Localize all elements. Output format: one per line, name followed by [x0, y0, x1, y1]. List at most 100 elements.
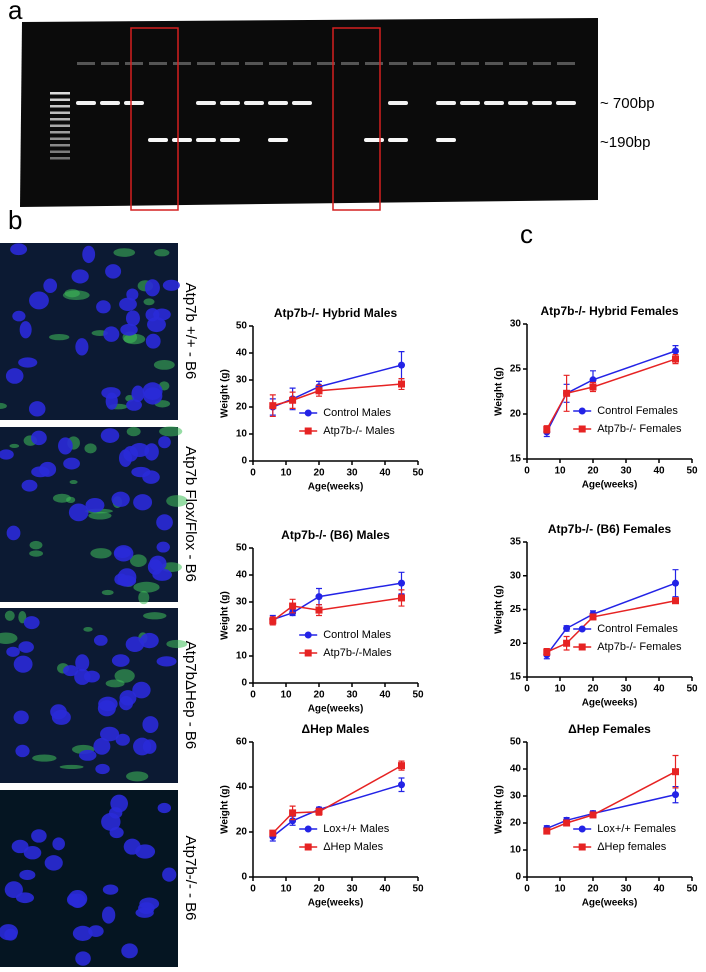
- x-tick-label: 0: [250, 884, 256, 895]
- nucleus: [105, 264, 122, 279]
- series-line: [272, 582, 402, 621]
- nucleus: [142, 716, 159, 734]
- gel-band: [76, 101, 96, 105]
- panel-label: a: [8, 0, 23, 25]
- nucleus: [145, 308, 160, 322]
- cytoplasm: [9, 443, 20, 448]
- y-tick-label: 35: [510, 537, 522, 548]
- x-tick-label: 0: [524, 684, 530, 695]
- series-line: [546, 358, 676, 430]
- cytoplasm: [88, 511, 112, 520]
- legend-label: Lox+/+ Females: [597, 823, 676, 835]
- y-tick-label: 50: [236, 321, 248, 332]
- x-tick-label: 10: [280, 468, 292, 479]
- legend-marker: [304, 409, 312, 417]
- nucleus: [152, 568, 172, 581]
- x-tick-label: 40: [653, 884, 665, 895]
- cytoplasm: [64, 289, 80, 298]
- series-line: [546, 582, 676, 656]
- well: [125, 62, 143, 65]
- cytoplasm: [126, 426, 141, 437]
- nucleus: [21, 479, 38, 492]
- nucleus: [156, 656, 177, 667]
- cytoplasm: [52, 493, 71, 503]
- nucleus: [75, 338, 89, 356]
- nucleus: [52, 837, 65, 851]
- well: [197, 62, 215, 65]
- nucleus: [129, 443, 150, 458]
- nucleus: [18, 641, 34, 653]
- cytoplasm: [114, 669, 135, 683]
- nucleus: [131, 466, 151, 478]
- x-axis-label: Age(weeks): [308, 898, 364, 909]
- cytoplasm: [113, 248, 136, 257]
- nucleus: [157, 802, 172, 814]
- nucleus: [4, 881, 23, 899]
- nucleus: [142, 739, 157, 754]
- gel-band: [460, 101, 480, 105]
- nucleus: [93, 634, 108, 646]
- well: [149, 62, 167, 65]
- nucleus: [126, 399, 142, 411]
- image-label: Atp7b Flox/Flox - B6: [182, 446, 199, 582]
- legend-label: Atp7b-/- Females: [597, 423, 682, 435]
- nucleus: [135, 907, 154, 918]
- series-line: [546, 793, 676, 830]
- nucleus: [96, 300, 111, 314]
- data-point: [398, 594, 405, 602]
- y-tick-label: 15: [510, 672, 522, 683]
- nucleus: [29, 291, 49, 310]
- legend-marker: [578, 825, 586, 833]
- nucleus: [100, 428, 120, 443]
- cytoplasm: [59, 764, 84, 769]
- nucleus: [135, 844, 156, 859]
- series-line: [272, 383, 402, 407]
- well: [173, 62, 191, 65]
- nucleus: [102, 884, 119, 895]
- chart-title: Atp7b-/- (B6) Females: [548, 522, 672, 536]
- legend-label: ΔHep females: [597, 841, 667, 853]
- nucleus: [93, 737, 111, 755]
- y-tick-label: 25: [510, 604, 522, 615]
- legend-marker: [304, 825, 312, 833]
- x-tick-label: 40: [379, 690, 391, 701]
- y-tick-label: 10: [236, 651, 248, 662]
- legend-label: Atp7b-/-Males: [323, 647, 392, 659]
- nucleus: [71, 269, 89, 284]
- nucleus: [13, 655, 33, 673]
- cytoplasm: [69, 479, 78, 485]
- series-line: [272, 784, 402, 838]
- cytoplasm: [90, 548, 112, 559]
- y-tick-label: 25: [510, 364, 522, 375]
- cytoplasm: [154, 248, 170, 257]
- x-tick-label: 40: [379, 468, 391, 479]
- nucleus: [109, 807, 123, 819]
- y-tick-label: 0: [241, 872, 247, 883]
- chart-title: Atp7b-/- Hybrid Females: [540, 304, 678, 318]
- legend-label: Atp7b-/- Males: [323, 425, 395, 437]
- data-point: [543, 827, 551, 835]
- cytoplasm: [18, 610, 27, 624]
- nucleus: [125, 310, 140, 327]
- x-tick-label: 50: [412, 690, 424, 701]
- x-tick-label: 0: [524, 884, 530, 895]
- data-point: [589, 376, 597, 384]
- nucleus: [75, 654, 90, 672]
- nucleus: [63, 457, 80, 470]
- nucleus: [158, 436, 171, 449]
- gel-bands: [50, 62, 576, 160]
- nucleus: [114, 547, 132, 558]
- well: [317, 62, 335, 65]
- highlight-box: [332, 27, 381, 211]
- chart: Atp7b-/- (B6) Males 0 10 20 30 40 50 0 10 20 30 40 5…: [220, 528, 424, 714]
- data-point: [289, 809, 297, 817]
- nucleus: [66, 893, 80, 906]
- x-tick-label: 50: [686, 884, 698, 895]
- gel-band: [556, 101, 576, 105]
- legend-marker: [578, 643, 586, 651]
- nucleus: [72, 925, 93, 941]
- x-tick-label: 0: [524, 466, 530, 477]
- data-point: [563, 639, 571, 647]
- nucleus: [13, 710, 29, 725]
- gel-band: [268, 138, 288, 142]
